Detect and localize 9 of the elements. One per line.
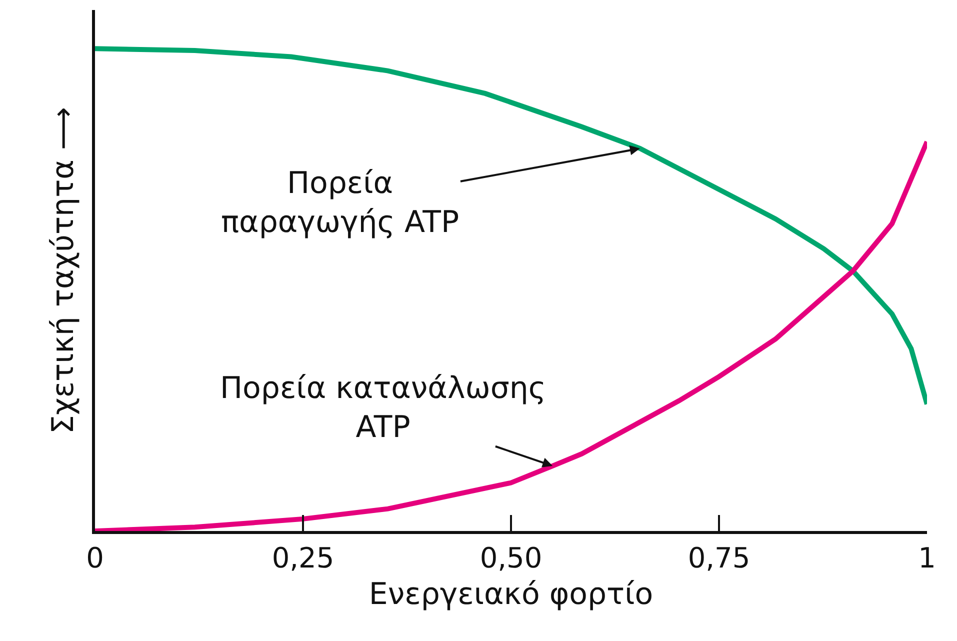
annotation: Πορεία κατανάλωσης ATP: [220, 371, 546, 445]
x-axis-title: Ενεργειακό φορτίο: [368, 577, 654, 612]
y-axis-title: Σχετική ταχύτητα ⟶: [46, 107, 81, 434]
x-tick-label: 0: [86, 542, 104, 575]
x-tick-label: 1: [918, 542, 936, 575]
annotation: Πορεία παραγωγής ATP: [221, 166, 460, 240]
x-tick-label: 0,75: [688, 542, 750, 575]
x-tick-label: 0,50: [480, 542, 542, 575]
x-tick-label: 0,25: [272, 542, 334, 575]
